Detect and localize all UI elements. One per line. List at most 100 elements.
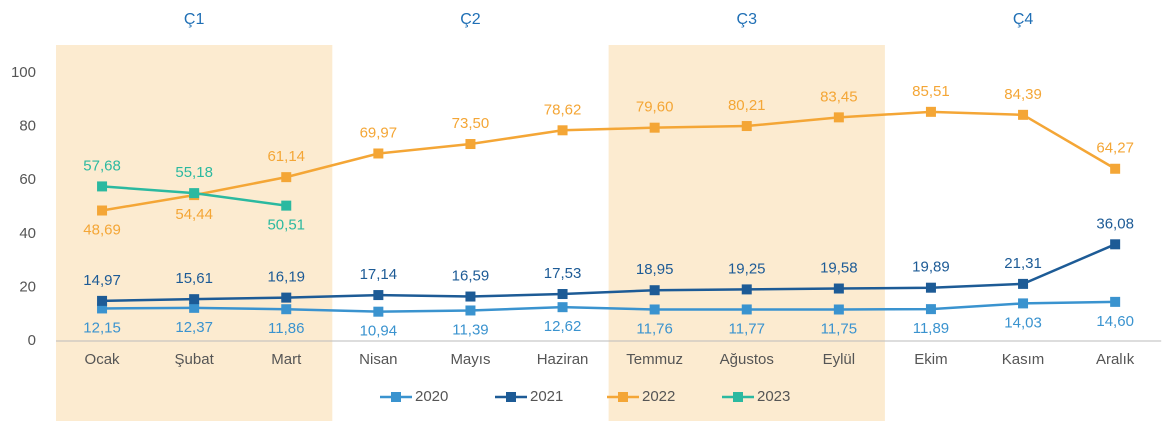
data-label: 55,18 [175, 164, 213, 181]
point-marker [557, 302, 568, 313]
data-label: 79,60 [636, 99, 674, 116]
data-label: 18,95 [636, 261, 674, 278]
data-label: 17,53 [544, 265, 582, 282]
point-marker [97, 181, 108, 192]
legend-label: 2021 [530, 388, 563, 405]
x-tick-label: Mayıs [450, 351, 490, 368]
data-label: 78,62 [544, 101, 582, 118]
point-marker [281, 292, 292, 303]
quarter-label: Ç1 [184, 11, 205, 28]
point-marker [465, 305, 476, 316]
point-marker [97, 205, 108, 216]
data-label: 19,58 [820, 259, 858, 276]
y-tick-label: 20 [19, 278, 36, 295]
point-marker [557, 125, 568, 136]
x-tick-label: Nisan [359, 351, 397, 368]
data-label: 11,76 [636, 320, 672, 337]
data-label: 12,15 [83, 319, 121, 336]
point-marker [1110, 163, 1121, 174]
point-marker [925, 106, 936, 117]
point-marker [649, 122, 660, 133]
series-line [102, 243, 1116, 303]
point-marker [465, 139, 476, 150]
point-marker [97, 295, 108, 306]
data-label: 17,14 [360, 266, 398, 283]
data-label: 84,39 [1004, 86, 1042, 103]
series-line [101, 110, 1116, 212]
data-label: 85,51 [912, 83, 950, 100]
point-marker [925, 304, 936, 315]
legend-label: 2023 [757, 388, 790, 405]
y-tick-label: 40 [19, 225, 36, 242]
x-tick-label: Haziran [537, 351, 589, 368]
legend-marker [733, 392, 743, 402]
point-marker [649, 304, 660, 315]
point-marker [741, 284, 752, 295]
quarter-band [608, 45, 885, 421]
x-tick-label: Kasım [1002, 351, 1045, 368]
point-marker [281, 172, 292, 183]
data-label: 10,94 [360, 323, 398, 340]
quarter-band [56, 45, 333, 421]
data-label: 12,62 [544, 318, 582, 335]
x-tick-label: Mart [271, 351, 302, 368]
x-tick-label: Temmuz [626, 351, 683, 368]
point-marker [1018, 298, 1029, 309]
data-label: 36,08 [1096, 215, 1134, 232]
y-tick-label: 100 [11, 64, 36, 81]
data-label: 14,97 [83, 272, 121, 289]
data-label: 11,86 [268, 320, 304, 337]
data-label: 61,14 [267, 148, 305, 165]
y-tick-label: 80 [19, 118, 36, 135]
data-label: 15,61 [175, 270, 213, 287]
legend-label: 2022 [642, 388, 675, 405]
data-label: 12,37 [175, 319, 213, 336]
point-marker [925, 282, 936, 293]
legend-label: 2020 [415, 388, 448, 405]
point-marker [649, 285, 660, 296]
quarter-label: Ç2 [460, 11, 481, 28]
series-line [102, 300, 1116, 313]
point-marker [97, 303, 108, 314]
data-label: 16,19 [267, 269, 305, 286]
data-label: 11,39 [452, 321, 488, 338]
point-marker [1110, 296, 1121, 307]
x-tick-label: Aralık [1096, 351, 1135, 368]
data-label: 11,75 [821, 320, 857, 337]
legend-marker [618, 392, 628, 402]
legend-marker [391, 392, 401, 402]
point-marker [465, 291, 476, 302]
data-label: 57,68 [83, 157, 121, 174]
point-marker [373, 290, 384, 301]
data-label: 54,44 [175, 206, 213, 223]
y-tick-label: 60 [19, 171, 36, 188]
x-tick-label: Ekim [914, 351, 947, 368]
data-label: 83,45 [820, 88, 858, 105]
data-label: 19,89 [912, 259, 950, 276]
quarter-label: Ç4 [1013, 11, 1034, 28]
point-marker [833, 112, 844, 123]
point-marker [557, 289, 568, 300]
data-label: 11,89 [913, 320, 949, 337]
data-label: 16,59 [452, 268, 490, 285]
point-marker [189, 302, 200, 313]
data-label: 48,69 [83, 221, 121, 238]
x-tick-label: Şubat [175, 351, 215, 368]
data-label: 14,60 [1096, 313, 1134, 330]
point-marker [833, 283, 844, 294]
data-label: 14,03 [1004, 314, 1042, 331]
x-tick-label: Eylül [823, 351, 856, 368]
data-label: 69,97 [360, 124, 398, 141]
point-marker [741, 121, 752, 132]
point-marker [373, 148, 384, 159]
point-marker [1018, 278, 1029, 289]
legend-marker [506, 392, 516, 402]
data-label: 21,31 [1004, 255, 1042, 272]
data-label: 19,25 [728, 260, 766, 277]
data-label: 80,21 [728, 97, 766, 114]
data-label: 50,51 [267, 217, 305, 234]
point-marker [833, 304, 844, 315]
data-label: 11,77 [729, 320, 765, 337]
point-marker [189, 294, 200, 305]
